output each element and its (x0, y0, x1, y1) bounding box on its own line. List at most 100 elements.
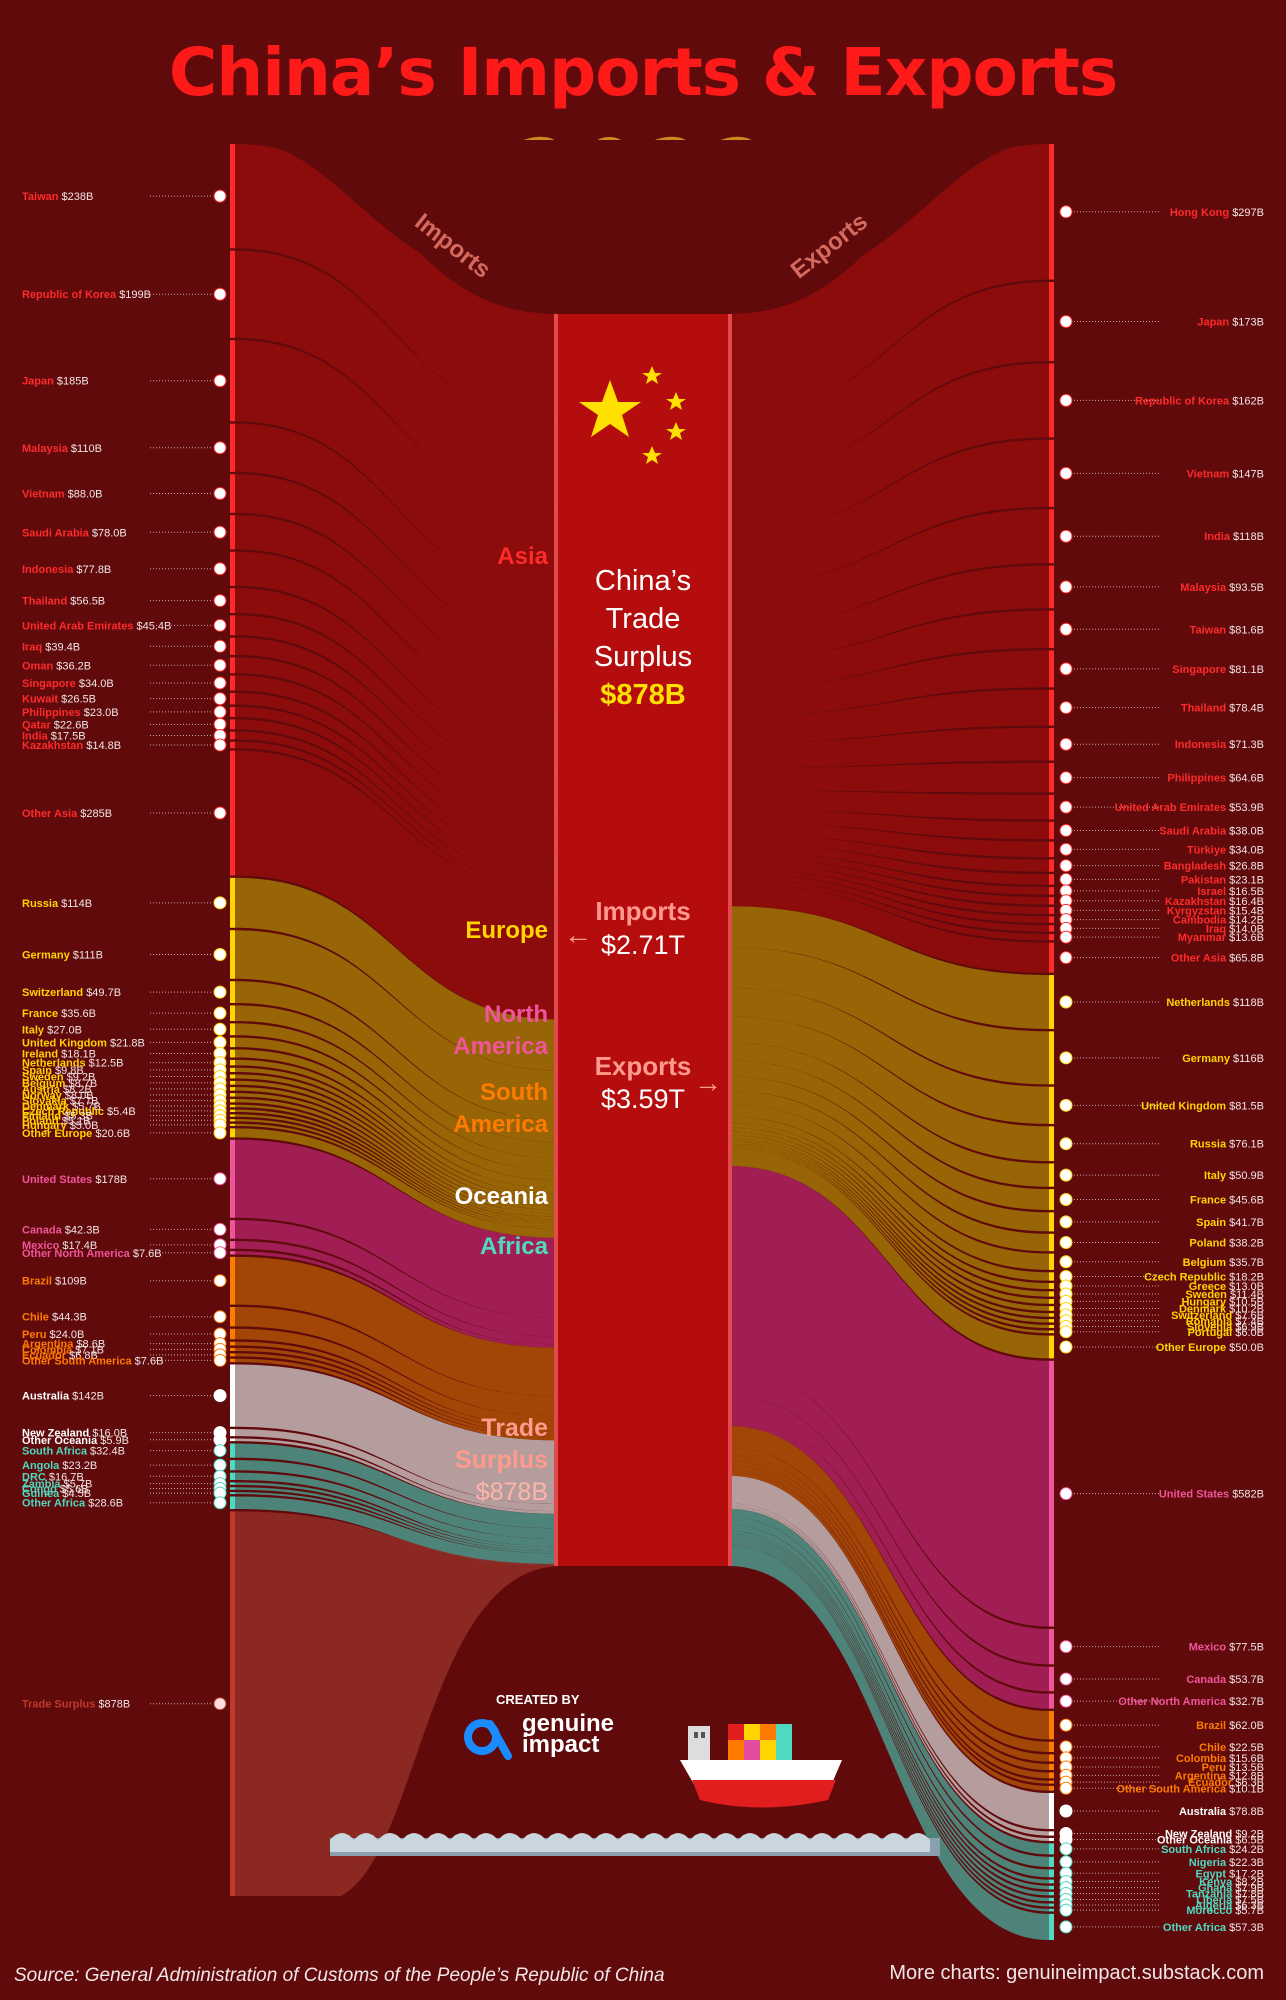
flag-icon-export-france (1059, 1193, 1073, 1207)
export-flow-other-south-america (728, 1472, 1049, 1791)
import-label-russia: Russia $114B (22, 898, 92, 910)
export-flow-denmark (728, 1135, 1049, 1311)
flag-icon-iraq (213, 639, 227, 653)
export-label-hong-kong: Hong Kong $297B (1170, 207, 1264, 219)
more-charts-link[interactable]: More charts: genuineimpact.substack.com (889, 1962, 1264, 1984)
import-flow-guinea (235, 1492, 558, 1554)
export-flow-saudi-arabia (728, 809, 1049, 840)
export-bar-philippines (1049, 762, 1054, 793)
import-label-united-arab-emirates: United Arab Emirates $45.4B (22, 620, 171, 632)
export-value-other-south-america: $10.1B (1229, 1783, 1264, 1795)
import-bar-canada (230, 1220, 235, 1239)
import-value-qatar: $22.6B (54, 719, 89, 731)
import-bar-new-zealand (230, 1429, 235, 1437)
export-flow-nigeria (728, 1517, 1049, 1867)
genuine-impact-logo-icon (464, 1719, 512, 1760)
import-label-spain: Spain $9.8B (22, 1065, 84, 1077)
import-bar-angola (230, 1460, 235, 1471)
import-label-other-europe: Other Europe $20.6B (22, 1128, 130, 1140)
export-label-chile: Chile $22.5B (1199, 1742, 1264, 1754)
export-flow-kazakhstan (728, 857, 1049, 905)
export-flow-romania (728, 1141, 1049, 1323)
export-label-ghana: Ghana $7.9B (1198, 1883, 1264, 1895)
import-flow-republic-of-korea (235, 250, 558, 510)
export-flow-egypt (728, 1524, 1049, 1878)
import-bar-peru (230, 1328, 235, 1340)
import-bar-brazil (230, 1256, 235, 1305)
export-label-ecuador: Ecuador $6.3B (1188, 1777, 1264, 1789)
export-bar-france (1049, 1189, 1054, 1210)
export-bar-brazil (1049, 1710, 1054, 1740)
import-bar-netherlands (230, 1059, 235, 1066)
flag-icon-oman (213, 658, 227, 672)
region-label-asia: Asia (497, 543, 548, 570)
import-value-mexico: $17.4B (62, 1240, 97, 1252)
export-value-indonesia: $71.3B (1229, 739, 1264, 751)
export-label-myanmar: Myanmar $13.6B (1178, 932, 1264, 944)
import-labels: Taiwan $238B Republic of Korea $199B Japan… (22, 189, 227, 1711)
flag-icon-export-united-kingdom (1059, 1098, 1073, 1112)
export-value-cambodia: $14.2B (1229, 915, 1264, 927)
flag-icon-export-india (1059, 529, 1073, 543)
import-label-other-north-america: Other North America $7.6B (22, 1248, 162, 1260)
import-flow-new-zealand (235, 1429, 558, 1512)
import-flow-japan (235, 340, 558, 593)
export-label-canada: Canada $53.7B (1186, 1674, 1264, 1686)
export-label-egypt: Egypt $17.2B (1196, 1868, 1265, 1880)
import-value-saudi-arabia: $78.0B (92, 527, 127, 539)
export-value-united-kingdom: $81.5B (1229, 1100, 1264, 1112)
import-label-taiwan: Taiwan $238B (22, 191, 93, 203)
export-label-greece: Greece $13.0B (1189, 1281, 1264, 1293)
import-value-kazakhstan: $14.8B (86, 740, 121, 752)
import-bar-united-kingdom (230, 1037, 235, 1048)
export-label-other-north-america: Other North America $32.7B (1118, 1696, 1264, 1708)
import-value-ecuador: $6.8B (69, 1350, 98, 1362)
export-bar-kyrgyzstan (1049, 906, 1054, 914)
flag-icon-united-states (213, 1172, 227, 1186)
flag-icon-export-vietnam (1059, 466, 1073, 480)
import-flow-other-north-america (235, 1251, 558, 1348)
export-flow-greece (728, 1123, 1049, 1289)
export-label-singapore: Singapore $81.1B (1172, 664, 1264, 676)
export-bar-hungary (1049, 1298, 1054, 1304)
export-flow-taiwan (728, 610, 1049, 688)
flag-icon-export-russia (1059, 1137, 1073, 1151)
import-flow-sweden (235, 1074, 558, 1203)
import-flow-united-arab-emirates (235, 615, 558, 797)
export-label-colombia: Colombia $15.6B (1176, 1753, 1264, 1765)
import-flow-chile (235, 1306, 558, 1417)
import-flow-slovakia (235, 1098, 558, 1217)
import-flow-angola (235, 1460, 558, 1539)
flag-icon-philippines (213, 705, 227, 719)
export-flow-liberia (728, 1539, 1049, 1902)
export-value-india: $118B (1233, 531, 1264, 543)
import-label-poland: Poland $5.1B (22, 1115, 90, 1127)
import-label-saudi-arabia: Saudi Arabia $78.0B (22, 527, 127, 539)
export-label-t-rkiye: Türkiye $34.0B (1187, 844, 1264, 856)
import-label-angola: Angola $23.2B (22, 1460, 97, 1472)
import-value-vietnam: $88.0B (68, 489, 103, 501)
export-value-t-rkiye: $34.0B (1229, 844, 1264, 856)
import-bar-russia (230, 877, 235, 928)
import-value-iraq: $39.4B (45, 641, 80, 653)
flag-icon-export-myanmar (1059, 930, 1073, 944)
export-value-united-arab-emirates: $53.9B (1229, 802, 1264, 814)
flag-icon-export-united-arab-emirates (1059, 800, 1073, 814)
import-value-guinea: $4.5B (62, 1488, 91, 1500)
import-flow-peru (235, 1328, 558, 1427)
center-text: China’s Trade Surplus $878B Imports ← $2… (564, 565, 722, 1114)
export-bar-other-europe (1049, 1335, 1054, 1359)
export-bar-new-zealand (1049, 1831, 1054, 1836)
import-value-other-north-america: $7.6B (133, 1248, 162, 1260)
export-value-israel: $16.5B (1229, 886, 1264, 898)
import-value-colombia: $7.1B (75, 1344, 104, 1356)
export-value-kazakhstan: $16.4B (1229, 896, 1264, 908)
export-bar-hong-kong (1049, 144, 1054, 280)
import-label-argentina: Argentina $8.6B (22, 1339, 105, 1351)
export-value-other-oceania: $6.5B (1235, 1834, 1264, 1846)
export-flow-south-africa (728, 1508, 1049, 1855)
export-bar-vietnam (1049, 439, 1054, 507)
import-label-ecuador: Ecuador $6.8B (22, 1350, 98, 1362)
flag-icon-chile (213, 1310, 227, 1324)
import-bar-united-arab-emirates (230, 615, 235, 636)
